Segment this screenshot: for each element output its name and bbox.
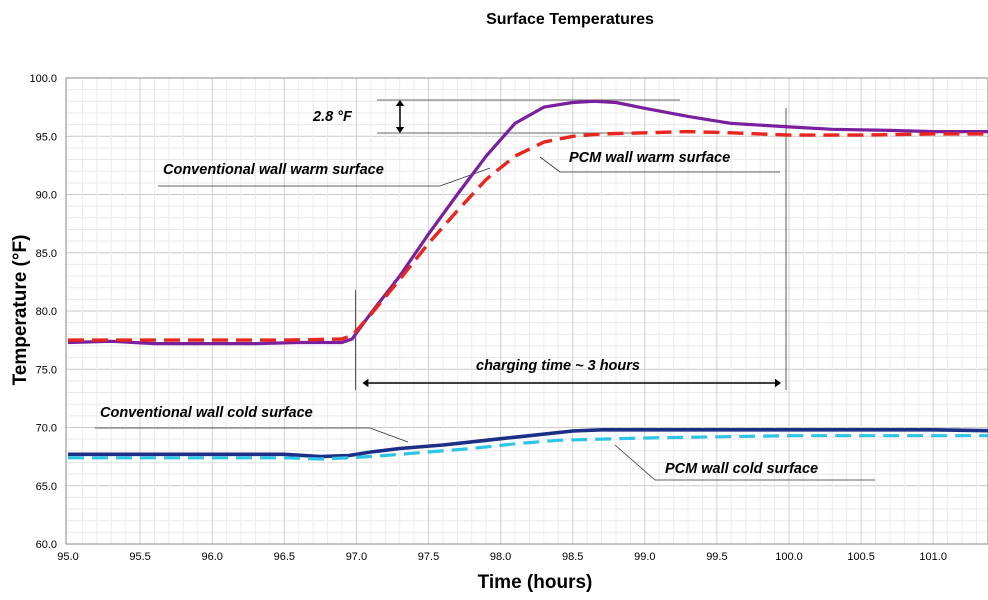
y-tick-labels: 60.0 65.0 70.0 75.0 80.0 85.0 90.0 95.0 100.0: [29, 73, 57, 551]
x-tick-label: 100.5: [847, 551, 875, 563]
x-tick-label: 101.0: [919, 551, 947, 563]
x-tick-label: 99.0: [634, 551, 655, 563]
x-tick-label: 100.0: [775, 551, 803, 563]
delta-annotation-label: 2.8 °F: [312, 109, 353, 125]
x-tick-label: 99.5: [706, 551, 727, 563]
series-label-pcm-cold: PCM wall cold surface: [665, 461, 818, 477]
x-tick-label: 98.5: [562, 551, 583, 563]
series-label-pcm-warm: PCM wall warm surface: [569, 150, 730, 166]
plot-area-border: [65, 77, 988, 545]
x-tick-label: 98.0: [490, 551, 511, 563]
charging-time-label: charging time ~ 3 hours: [476, 358, 640, 374]
chart-title: Surface Temperatures: [486, 11, 654, 28]
leader-conventional-warm: [439, 167, 491, 187]
x-tick-labels: 95.0 95.5 96.0 96.5 97.0 97.5 98.0 98.5 99.0 99.5…: [57, 551, 947, 563]
series-line-pcm-warm: [68, 129, 988, 342]
leader-pcm-cold: [614, 444, 656, 481]
plot-frame: [65, 77, 988, 545]
x-axis-title: Time (hours): [478, 572, 593, 593]
y-tick-label: 70.0: [36, 423, 57, 435]
delta-arrow-head-bottom: [395, 127, 405, 133]
series-line-conventional-warm: [67, 99, 988, 346]
x-tick-label: 96.5: [274, 551, 295, 563]
y-tick-label: 60.0: [36, 539, 57, 551]
leader-conventional-cold: [369, 427, 409, 443]
charging-arrow-head-right: [775, 378, 781, 388]
series-label-conventional-warm: Conventional wall warm surface: [163, 162, 384, 178]
y-tick-label: 75.0: [36, 364, 57, 376]
y-tick-label: 100.0: [29, 73, 57, 85]
y-tick-label: 95.0: [36, 131, 57, 143]
x-tick-label: 95.0: [57, 551, 78, 563]
grid: [66, 77, 988, 545]
series-line-conventional-cold: [68, 428, 988, 459]
x-tick-label: 96.0: [201, 551, 222, 563]
delta-arrow-head-top: [395, 100, 405, 106]
series-line-pcm-cold: [68, 434, 988, 461]
x-tick-label: 97.0: [346, 551, 367, 563]
y-tick-label: 85.0: [36, 248, 57, 260]
series-label-conventional-cold: Conventional wall cold surface: [100, 405, 313, 421]
y-tick-label: 80.0: [36, 306, 57, 318]
y-tick-label: 65.0: [36, 481, 57, 493]
y-tick-label: 90.0: [36, 190, 57, 202]
charging-arrow-head-left: [362, 378, 369, 388]
series-lines: [67, 99, 988, 461]
x-tick-label: 97.5: [418, 551, 439, 563]
y-axis-title: Temperature (°F): [10, 235, 31, 386]
leader-pcm-warm: [539, 156, 561, 173]
x-tick-label: 95.5: [129, 551, 150, 563]
